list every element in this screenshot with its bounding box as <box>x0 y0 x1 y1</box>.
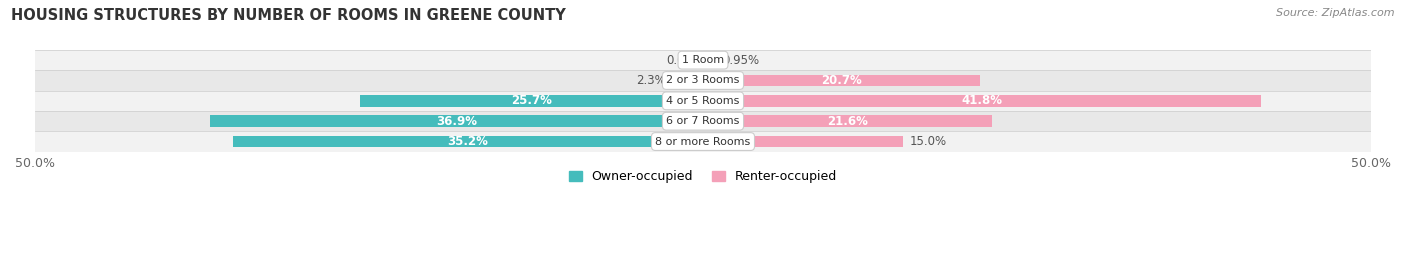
Bar <box>35 131 1371 152</box>
Text: 8 or more Rooms: 8 or more Rooms <box>655 137 751 147</box>
Text: 1 Room: 1 Room <box>682 55 724 65</box>
Text: 25.7%: 25.7% <box>510 94 551 107</box>
Bar <box>360 95 703 107</box>
Bar <box>209 115 703 127</box>
Bar <box>35 111 1371 131</box>
Bar <box>703 75 980 86</box>
Text: 20.7%: 20.7% <box>821 74 862 87</box>
Bar <box>35 50 1371 70</box>
Text: 2 or 3 Rooms: 2 or 3 Rooms <box>666 76 740 86</box>
Text: 6 or 7 Rooms: 6 or 7 Rooms <box>666 116 740 126</box>
Bar <box>703 54 716 66</box>
Bar <box>703 95 1261 107</box>
Bar <box>672 75 703 86</box>
Text: 21.6%: 21.6% <box>827 115 868 128</box>
Text: 0.0%: 0.0% <box>666 54 696 67</box>
Text: 2.3%: 2.3% <box>636 74 665 87</box>
Text: HOUSING STRUCTURES BY NUMBER OF ROOMS IN GREENE COUNTY: HOUSING STRUCTURES BY NUMBER OF ROOMS IN… <box>11 8 567 23</box>
Text: 15.0%: 15.0% <box>910 135 948 148</box>
Text: 0.95%: 0.95% <box>723 54 759 67</box>
Text: Source: ZipAtlas.com: Source: ZipAtlas.com <box>1277 8 1395 18</box>
Text: 41.8%: 41.8% <box>962 94 1002 107</box>
Legend: Owner-occupied, Renter-occupied: Owner-occupied, Renter-occupied <box>564 165 842 188</box>
Bar <box>35 70 1371 91</box>
Text: 4 or 5 Rooms: 4 or 5 Rooms <box>666 96 740 106</box>
Text: 35.2%: 35.2% <box>447 135 488 148</box>
Bar <box>703 115 991 127</box>
Text: 36.9%: 36.9% <box>436 115 477 128</box>
Bar <box>703 136 904 147</box>
Bar <box>35 91 1371 111</box>
Bar <box>233 136 703 147</box>
